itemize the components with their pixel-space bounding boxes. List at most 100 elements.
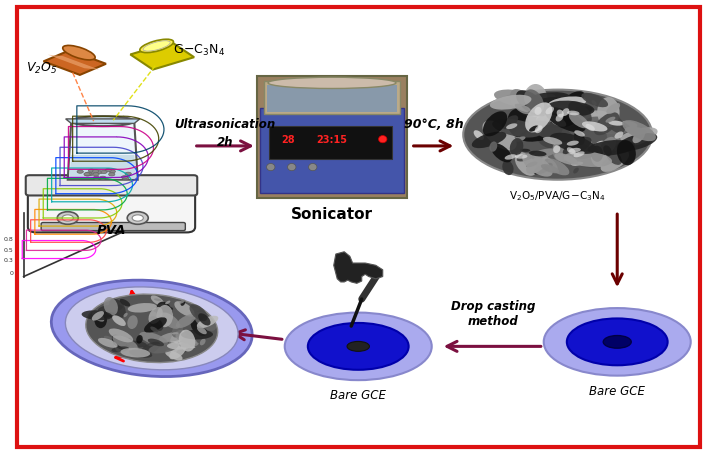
Ellipse shape <box>586 117 631 134</box>
Ellipse shape <box>633 131 645 144</box>
Ellipse shape <box>101 171 107 174</box>
Ellipse shape <box>568 142 591 152</box>
Ellipse shape <box>545 107 554 115</box>
Ellipse shape <box>347 342 370 352</box>
Ellipse shape <box>490 96 531 111</box>
Ellipse shape <box>127 316 138 329</box>
Ellipse shape <box>149 343 178 354</box>
Ellipse shape <box>523 97 539 110</box>
Ellipse shape <box>516 91 547 117</box>
Text: 0.5: 0.5 <box>4 248 14 253</box>
Ellipse shape <box>591 142 611 167</box>
Text: Drop casting
method: Drop casting method <box>451 299 535 327</box>
Ellipse shape <box>573 168 579 174</box>
Ellipse shape <box>93 173 99 177</box>
Ellipse shape <box>121 347 128 351</box>
Polygon shape <box>130 43 194 71</box>
Ellipse shape <box>140 40 173 54</box>
Ellipse shape <box>120 338 132 350</box>
Ellipse shape <box>567 142 579 147</box>
Ellipse shape <box>92 311 104 321</box>
Ellipse shape <box>562 109 570 117</box>
Ellipse shape <box>98 338 118 348</box>
Ellipse shape <box>569 148 581 153</box>
Ellipse shape <box>567 148 576 155</box>
Ellipse shape <box>474 131 484 141</box>
Ellipse shape <box>149 343 158 346</box>
Polygon shape <box>43 51 106 76</box>
Ellipse shape <box>603 146 611 157</box>
Ellipse shape <box>134 344 139 350</box>
Ellipse shape <box>567 111 579 116</box>
Ellipse shape <box>104 336 116 344</box>
Ellipse shape <box>515 105 530 113</box>
Ellipse shape <box>77 171 83 174</box>
Text: Sonicator: Sonicator <box>292 207 373 222</box>
Ellipse shape <box>521 98 563 116</box>
Ellipse shape <box>169 345 186 359</box>
Ellipse shape <box>569 113 589 129</box>
Ellipse shape <box>488 127 517 138</box>
Ellipse shape <box>268 78 396 89</box>
Ellipse shape <box>65 287 238 370</box>
Ellipse shape <box>574 132 584 146</box>
Ellipse shape <box>95 312 115 318</box>
Ellipse shape <box>526 162 538 168</box>
Ellipse shape <box>181 330 213 340</box>
Ellipse shape <box>535 107 542 116</box>
Ellipse shape <box>176 334 197 345</box>
Ellipse shape <box>550 133 597 155</box>
Ellipse shape <box>518 94 556 111</box>
Ellipse shape <box>112 347 129 353</box>
Ellipse shape <box>151 296 164 306</box>
Ellipse shape <box>549 113 582 129</box>
Ellipse shape <box>502 116 518 130</box>
Ellipse shape <box>187 308 200 313</box>
Ellipse shape <box>506 124 518 130</box>
Ellipse shape <box>489 142 497 152</box>
Ellipse shape <box>156 302 173 324</box>
Ellipse shape <box>139 342 160 356</box>
FancyBboxPatch shape <box>257 77 407 198</box>
Ellipse shape <box>574 122 579 129</box>
Ellipse shape <box>510 129 543 139</box>
Ellipse shape <box>616 134 657 152</box>
Ellipse shape <box>582 94 608 108</box>
Ellipse shape <box>555 154 578 166</box>
Ellipse shape <box>544 308 690 376</box>
Ellipse shape <box>536 112 550 122</box>
Ellipse shape <box>521 93 571 110</box>
Ellipse shape <box>197 316 218 329</box>
Ellipse shape <box>82 311 112 320</box>
Ellipse shape <box>119 299 130 307</box>
Ellipse shape <box>592 101 597 106</box>
Text: 2h: 2h <box>217 136 233 149</box>
Ellipse shape <box>51 281 252 377</box>
Ellipse shape <box>100 177 106 180</box>
Ellipse shape <box>543 137 562 146</box>
Ellipse shape <box>109 173 115 177</box>
Ellipse shape <box>155 304 166 310</box>
Ellipse shape <box>574 152 584 158</box>
Ellipse shape <box>494 91 543 108</box>
Polygon shape <box>65 120 140 124</box>
Ellipse shape <box>191 319 207 337</box>
Ellipse shape <box>560 92 584 111</box>
Text: Bare GCE: Bare GCE <box>589 384 645 397</box>
Ellipse shape <box>98 304 123 313</box>
Ellipse shape <box>572 153 593 160</box>
Polygon shape <box>48 56 99 71</box>
Ellipse shape <box>156 305 173 328</box>
Ellipse shape <box>143 42 170 52</box>
Ellipse shape <box>180 342 198 348</box>
Ellipse shape <box>508 110 529 138</box>
FancyBboxPatch shape <box>26 176 197 196</box>
Ellipse shape <box>523 85 547 117</box>
Ellipse shape <box>176 346 189 355</box>
Ellipse shape <box>505 155 516 160</box>
Ellipse shape <box>565 115 576 122</box>
Ellipse shape <box>154 307 173 313</box>
Ellipse shape <box>167 343 191 350</box>
Ellipse shape <box>149 316 164 331</box>
Ellipse shape <box>566 107 592 121</box>
